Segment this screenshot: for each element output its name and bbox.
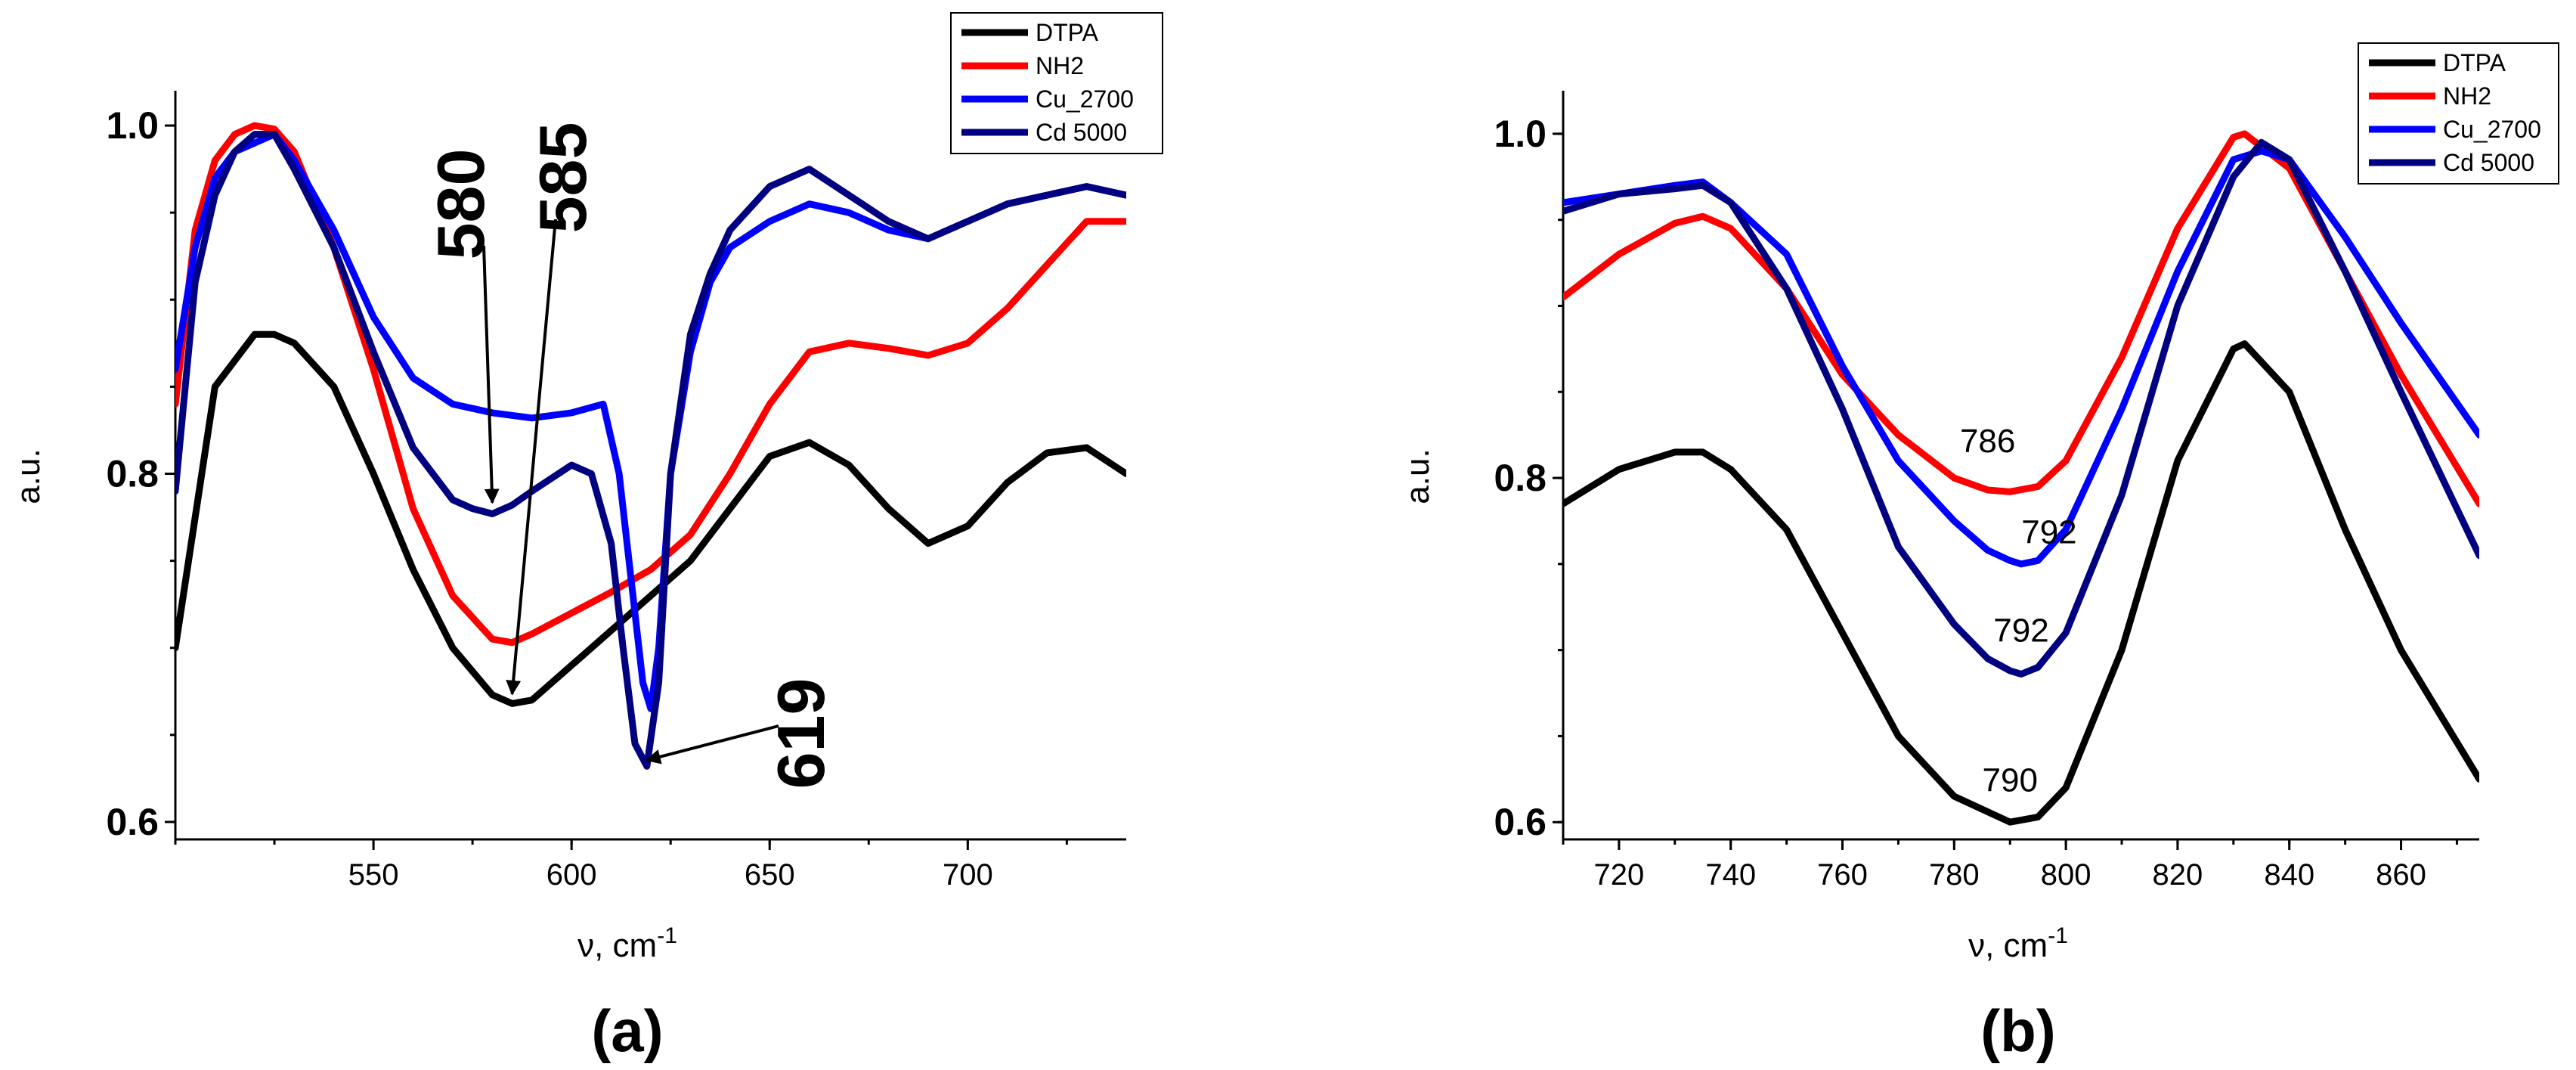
- x-tick-label: 550: [348, 858, 399, 892]
- y-axis-title: a.u.: [1399, 448, 1436, 504]
- x-axis-title: ν, cm-1: [577, 923, 677, 964]
- chart-panel-a: 0.6 0.8 1.0 550 600 650 700 a.u. ν, cm-1 (a) DTPA N…: [10, 12, 1163, 1064]
- x-tick-label: 780: [1929, 858, 1980, 892]
- y-axis-title: a.u.: [10, 448, 47, 504]
- x-axis-title-main: ν, cm: [1968, 927, 2048, 964]
- series-line-dtpa: [175, 330, 1126, 707]
- series-line-cd-5000: [1563, 138, 2479, 678]
- legend-label: DTPA: [2443, 49, 2506, 76]
- annotation-arrow: [482, 245, 500, 504]
- chart-panel-b: 0.6 0.8 1.0 720 740 760 780 800 820 840 860 a.u. ν, …: [1399, 42, 2559, 1064]
- legend-label: DTPA: [1036, 19, 1099, 46]
- legend-label: NH2: [2443, 82, 2491, 110]
- x-tick-label: 600: [546, 858, 597, 892]
- y-tick-label: 0.6: [106, 801, 159, 843]
- annotation-arrow: [506, 219, 557, 696]
- panel-label: (a): [591, 997, 663, 1064]
- annotation-label: 792: [2021, 514, 2076, 551]
- y-tick-label: 0.8: [1494, 457, 1547, 499]
- x-tick-label: 840: [2264, 858, 2314, 892]
- panel-label: (b): [1980, 997, 2056, 1064]
- annotation-label: 786: [1960, 423, 2015, 460]
- x-axis-title-main: ν, cm: [577, 927, 657, 964]
- series-line-cd-5000: [175, 131, 1126, 770]
- y-tick-label: 0.6: [1494, 801, 1547, 843]
- legend-label: Cu_2700: [2443, 116, 2541, 143]
- series-line-nh2: [175, 122, 1126, 647]
- x-tick-label: 740: [1705, 858, 1756, 892]
- annotation-label: 580: [423, 149, 498, 260]
- y-tick-label: 1.0: [1494, 113, 1547, 155]
- series-line-cu-2700: [1563, 147, 2479, 568]
- y-tick-label: 0.8: [106, 453, 159, 495]
- x-axis-title: ν, cm-1: [1968, 923, 2068, 964]
- annotation-label: 790: [1983, 761, 2038, 799]
- x-tick-label: 820: [2153, 858, 2203, 892]
- x-axis-title-superscript: -1: [2048, 923, 2068, 948]
- x-axis-title-superscript: -1: [657, 923, 677, 948]
- x-tick-label: 760: [1817, 858, 1868, 892]
- annotation-arrow: [645, 724, 779, 765]
- series-line-nh2: [1563, 130, 2479, 507]
- legend-label: Cd 5000: [1036, 119, 1127, 146]
- legend-label: NH2: [1036, 52, 1084, 79]
- x-tick-label: 720: [1594, 858, 1645, 892]
- x-tick-label: 800: [2041, 858, 2091, 892]
- annotation-label: 619: [763, 678, 838, 789]
- annotation-label: 792: [1993, 612, 2048, 649]
- y-tick-label: 1.0: [106, 104, 159, 147]
- series-line-dtpa: [1563, 340, 2479, 826]
- legend-label: Cu_2700: [1036, 85, 1134, 113]
- x-tick-label: 700: [943, 858, 993, 892]
- legend-label: Cd 5000: [2443, 149, 2534, 176]
- annotation-label: 585: [525, 123, 600, 234]
- x-tick-label: 860: [2376, 858, 2426, 892]
- x-tick-label: 650: [745, 858, 795, 892]
